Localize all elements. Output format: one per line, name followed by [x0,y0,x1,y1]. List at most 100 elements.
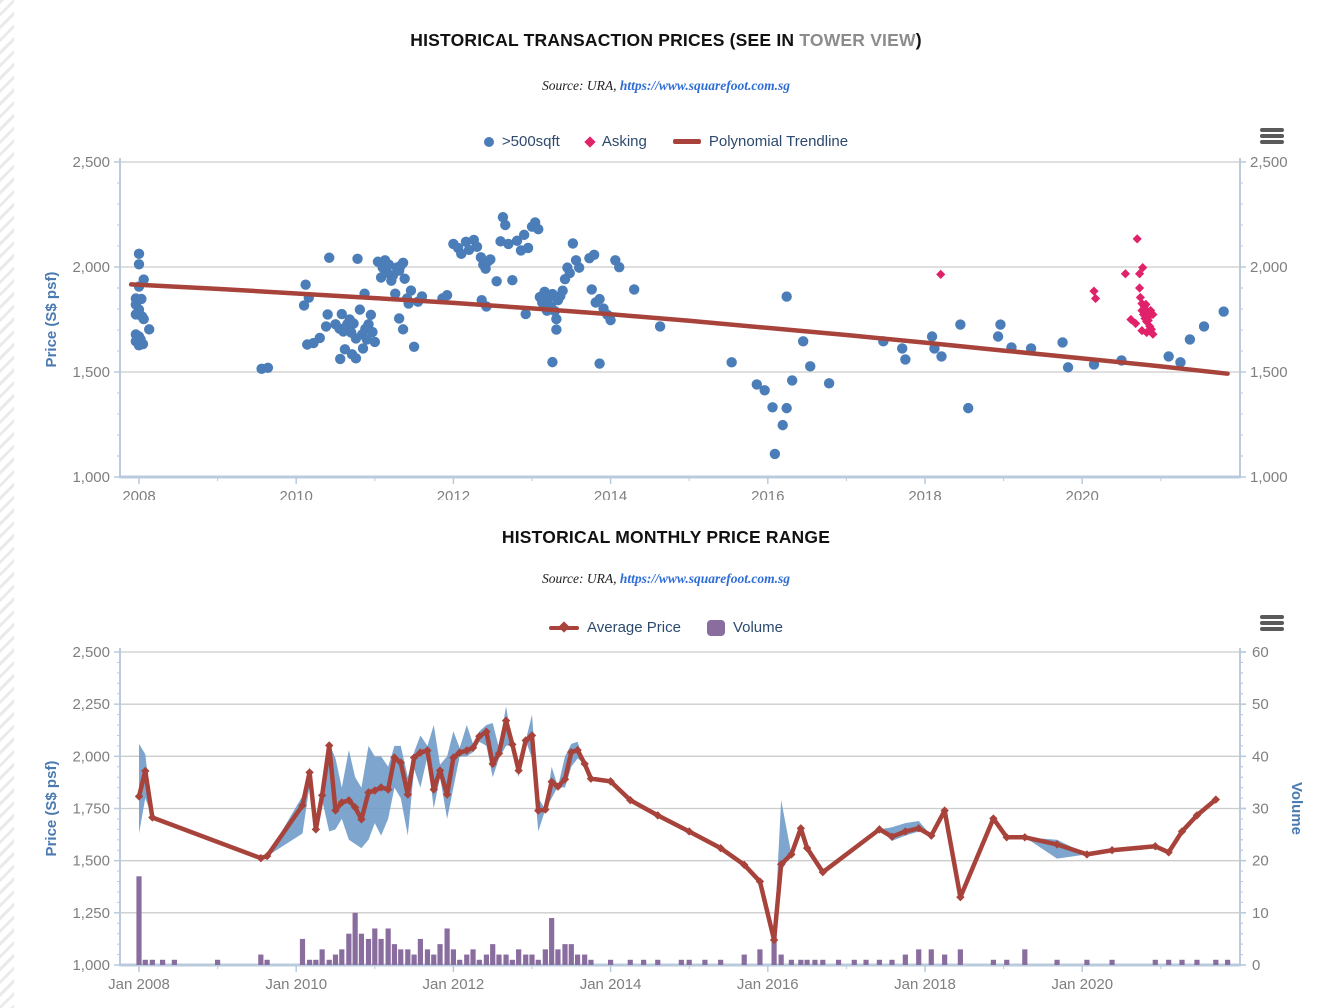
asking-point [1144,311,1154,322]
volume-bar [542,949,548,965]
volume-bar [863,959,869,965]
price-range-band [139,706,1216,943]
chart1-legend-label-500sqft: >500sqft [501,133,560,150]
average-price-marker [553,782,563,791]
svg-text:1,250: 1,250 [72,905,110,922]
transaction-point [397,324,409,335]
average-price-marker [494,749,504,758]
transaction-point [383,259,395,270]
transaction-point [1163,351,1174,362]
average-price-marker [586,774,596,783]
average-price-marker [1151,842,1160,851]
transaction-point [137,338,149,350]
transaction-point [805,361,816,372]
average-price-marker [1192,811,1202,820]
chart1-section: HISTORICAL TRANSACTION PRICES (SEE IN TO… [14,0,1318,505]
volume-bar [812,959,818,965]
volume-bar [588,959,594,965]
volume-bar [444,928,450,965]
volume-bar [352,912,358,965]
volume-bar [916,949,922,965]
volume-bar [313,959,319,965]
chart1-tower-view-link[interactable]: TOWER VIEW [799,30,916,50]
transaction-point [992,331,1004,342]
chart2-section: HISTORICAL MONTHLY PRICE RANGE Source: U… [14,505,1318,1008]
svg-text:0: 0 [1252,957,1260,974]
average-price-marker [416,748,425,757]
scatter-point-icon [483,136,494,147]
average-price-marker [134,792,144,801]
asking-point [1132,234,1142,244]
svg-text:Jan 2012: Jan 2012 [423,976,485,993]
volume-axis-title: Volume [1288,782,1305,835]
svg-text:Jan 2020: Jan 2020 [1051,976,1113,993]
volume-bar [332,954,339,965]
volume-bar [483,954,490,965]
transaction-point [751,379,762,390]
chart2-source: Source: URA, https://www.squarefoot.com.… [14,571,1318,587]
volume-bar [582,954,588,965]
average-price-marker [344,796,354,805]
volume-bar [1225,959,1231,965]
svg-text:2008: 2008 [122,488,155,500]
average-price-marker [311,825,321,834]
transaction-point [456,248,467,259]
volume-bar [378,938,384,965]
svg-text:Jan 2014: Jan 2014 [580,976,642,993]
volume-bar [788,959,794,965]
average-price-marker [547,777,556,786]
volume-bar [627,959,633,965]
chart1-source-link[interactable]: https://www.squarefoot.com.sg [619,78,790,93]
transaction-point [786,375,798,386]
transaction-point [336,308,347,320]
volume-bar [171,959,177,965]
transaction-point [262,362,274,373]
volume-bar [608,959,614,965]
svg-text:2,500: 2,500 [72,644,110,661]
chart1-source-label: Source: URA, [541,78,617,93]
chart2-plot[interactable]: 1,000 1,250 1,500 1,750 2,000 2,250 2,500 0 10 20… [14,640,1318,1008]
volume-bar [306,959,313,965]
volume-bar [574,954,581,965]
svg-text:1,500: 1,500 [1250,364,1288,381]
transaction-point [507,275,518,286]
transaction-point [485,254,496,265]
average-price-marker [573,745,582,755]
transaction-point [335,353,346,365]
transaction-point [300,279,311,290]
chart1-menu-icon[interactable] [1260,128,1284,146]
chart1-plot[interactable]: 1,000 1,000 1,500 1,500 2,000 2,000 2,500 2,500… [14,150,1318,500]
chart2-menu-icon[interactable] [1260,615,1284,633]
chart1-legend-item-trend[interactable]: Polynomial Trendline [672,133,849,150]
asking-point [1137,305,1147,316]
volume-bar [490,944,496,965]
volume-bar [326,959,332,965]
volume-bar [1084,959,1090,965]
asking-point [1135,292,1145,303]
transaction-point [533,224,544,235]
chart2-legend-item-volume[interactable]: Volume [706,619,783,636]
volume-bar [509,959,515,965]
chart2-legend-item-average-price[interactable]: Average Price [549,619,681,636]
chart1-legend-item-500sqft[interactable]: >500sqft [483,133,560,150]
transaction-point [133,248,145,259]
transaction-point [144,324,155,335]
chart1-legend-item-asking[interactable]: Asking [584,133,647,150]
chart1-legend-label-trend: Polynomial Trendline [708,133,849,150]
volume-bar [523,954,529,965]
transaction-point [926,331,938,342]
transaction-point [441,289,453,301]
svg-text:1,500: 1,500 [72,364,110,381]
svg-text:1,000: 1,000 [72,957,110,974]
volume-bar [503,954,509,965]
volume-bar [464,954,470,965]
svg-text:1,500: 1,500 [72,853,110,870]
chart1-legend-label-asking: Asking [601,133,647,150]
volume-bar [529,954,535,965]
svg-text:1,000: 1,000 [72,469,110,486]
chart2-source-link[interactable]: https://www.squarefoot.com.sg [619,571,790,586]
volume-bar [417,938,423,965]
volume-bar [771,933,777,965]
average-price-marker [989,814,998,823]
transaction-point [900,354,911,365]
